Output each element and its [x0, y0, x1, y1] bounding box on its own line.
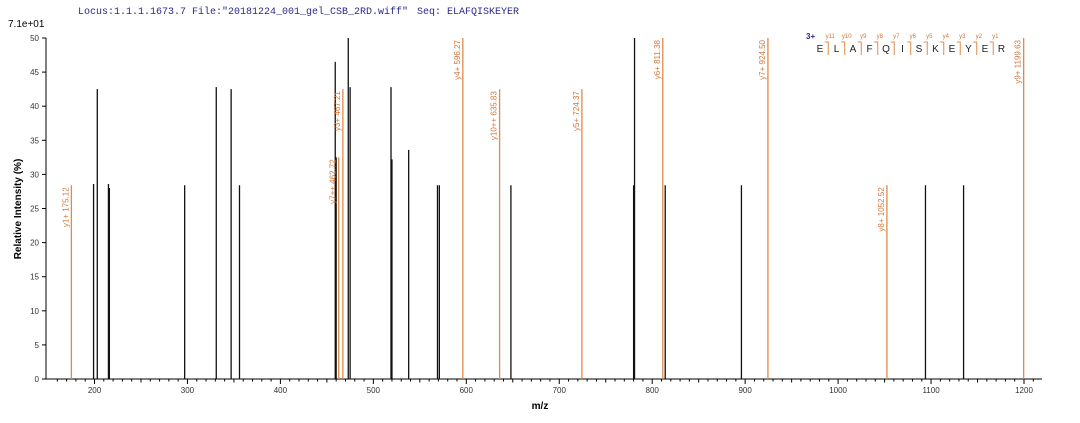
- y-ion-label: y8: [877, 34, 884, 40]
- intensity-scale-label: 7.1e+01: [8, 19, 45, 30]
- charge-label: 3+: [806, 32, 815, 41]
- x-tick-label: 300: [181, 386, 195, 395]
- x-tick-label: 500: [367, 386, 381, 395]
- sequence-residue: I: [901, 44, 904, 55]
- y-tick-label: 35: [30, 136, 39, 145]
- x-tick-label: 600: [460, 386, 474, 395]
- sequence-residue: S: [916, 44, 923, 55]
- y-ion-bracket: [973, 41, 978, 55]
- y-axis-title: Relative Intensity (%): [13, 159, 24, 260]
- peak-annotation: y6+ 811.38: [653, 39, 662, 79]
- locus-file-label: Locus:1.1.1.1673.7 File:"20181224_001_ge…: [78, 6, 408, 18]
- x-tick-label: 200: [88, 386, 102, 395]
- sequence-residue: Y: [965, 44, 972, 55]
- x-tick-label: 1000: [829, 386, 847, 395]
- sequence-residue: E: [949, 44, 956, 55]
- y-ion-label: y6: [910, 34, 917, 40]
- sequence-residue: E: [982, 44, 989, 55]
- y-tick-label: 50: [30, 34, 39, 43]
- y-tick-label: 10: [30, 307, 39, 316]
- y-tick-label: 30: [30, 170, 39, 179]
- peak-annotation: y9+ 1199.63: [1014, 39, 1023, 83]
- sequence-residue: R: [998, 44, 1005, 55]
- x-tick-label: 900: [738, 386, 752, 395]
- y-ion-label: y7: [893, 34, 900, 40]
- y-ion-bracket: [890, 41, 895, 55]
- y-tick-label: 0: [35, 375, 40, 384]
- y-ion-label: y2: [976, 34, 983, 40]
- y-tick-label: 15: [30, 273, 39, 282]
- peak-annotation: y1+ 175.12: [61, 187, 70, 227]
- x-tick-label: 700: [553, 386, 567, 395]
- x-axis-title: m/z: [532, 401, 549, 412]
- peak-annotation: y8+ 1052.52: [877, 187, 886, 232]
- x-tick-label: 1200: [1015, 386, 1033, 395]
- y-ion-bracket: [923, 41, 928, 55]
- peak-annotation: y7++ 462.72: [329, 159, 338, 204]
- peak-annotation: y10++ 635.83: [490, 91, 499, 140]
- y-tick-label: 45: [30, 68, 39, 77]
- y-ion-label: y3: [959, 34, 966, 40]
- y-ion-bracket: [874, 41, 879, 55]
- y-ion-bracket: [907, 41, 912, 55]
- y-ion-label: y9: [860, 34, 867, 40]
- y-ion-bracket: [841, 41, 846, 55]
- sequence-label: Seq: ELAFQISKEYER: [417, 7, 519, 18]
- sequence-residue: K: [932, 44, 939, 55]
- y-ion-label: y1: [992, 34, 999, 40]
- y-ion-label: y5: [926, 34, 933, 40]
- peak-annotation: y5+ 724.37: [572, 91, 581, 131]
- sequence-residue: F: [866, 44, 872, 55]
- y-ion-bracket: [857, 41, 862, 55]
- sequence-residue: E: [817, 44, 824, 55]
- y-ion-bracket: [956, 41, 961, 55]
- sequence-residue: L: [834, 44, 840, 55]
- peak-annotation: y3+ 467.21: [333, 91, 342, 131]
- peak-annotation: y7+ 924.50: [758, 39, 767, 79]
- y-tick-label: 20: [30, 239, 39, 248]
- x-tick-label: 400: [274, 386, 288, 395]
- y-tick-label: 25: [30, 205, 39, 214]
- sequence-residue: Q: [882, 44, 890, 55]
- peak-annotation: y4+ 596.27: [453, 39, 462, 79]
- sequence-residue: A: [850, 44, 857, 55]
- y-tick-label: 5: [35, 341, 40, 350]
- y-ion-bracket: [824, 41, 829, 55]
- x-tick-label: 1100: [922, 386, 940, 395]
- y-tick-label: 40: [30, 102, 39, 111]
- x-tick-label: 800: [646, 386, 660, 395]
- y-ion-label: y4: [943, 34, 950, 40]
- y-ion-bracket: [989, 41, 994, 55]
- peaks: y1+ 175.12 y7++ 462.72 y3+ 467.21 y4+ 596.2…: [61, 38, 1025, 379]
- y-ion-label: y10: [842, 34, 852, 40]
- axes: 0 5 10 15 20 25 30 35 40 45 50 200 300 400 500 600 700 80…: [30, 34, 1042, 395]
- y-ion-label: y11: [826, 34, 836, 40]
- y-ion-bracket: [940, 41, 945, 55]
